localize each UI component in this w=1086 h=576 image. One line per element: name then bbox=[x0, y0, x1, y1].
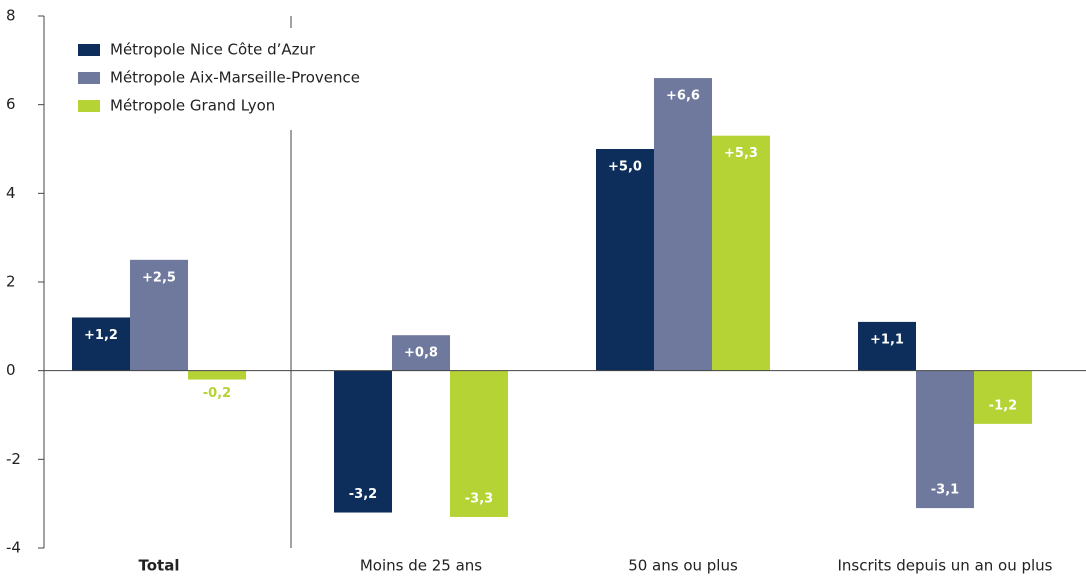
legend-label: Métropole Aix-Marseille-Provence bbox=[110, 69, 360, 87]
bar bbox=[72, 317, 130, 371]
value-label: +5,3 bbox=[724, 146, 758, 161]
value-label: -3,2 bbox=[349, 487, 377, 502]
value-label: +6,6 bbox=[666, 89, 700, 104]
bar bbox=[916, 370, 974, 509]
value-label: -0,2 bbox=[203, 386, 231, 401]
legend-swatch bbox=[78, 100, 100, 112]
bar bbox=[858, 321, 916, 371]
y-tick-label: 6 bbox=[6, 95, 16, 113]
value-label: +1,1 bbox=[870, 332, 904, 347]
value-label: +0,8 bbox=[404, 346, 438, 361]
x-tick-label: Total bbox=[139, 557, 180, 575]
value-label: +5,0 bbox=[608, 160, 642, 175]
y-tick-label: 0 bbox=[6, 361, 16, 379]
value-label: -3,3 bbox=[465, 491, 493, 506]
x-tick-label: 50 ans ou plus bbox=[628, 557, 738, 575]
y-tick-label: 2 bbox=[6, 273, 16, 291]
y-tick-label: -4 bbox=[6, 539, 21, 557]
bar bbox=[392, 335, 450, 371]
y-tick-label: -2 bbox=[6, 450, 21, 468]
legend-label: Métropole Grand Lyon bbox=[110, 97, 275, 115]
legend-box bbox=[62, 28, 410, 130]
x-tick-label: Moins de 25 ans bbox=[360, 557, 482, 575]
bar bbox=[334, 370, 392, 513]
legend-swatch bbox=[78, 44, 100, 56]
bar bbox=[596, 149, 654, 371]
y-tick-label: 4 bbox=[6, 184, 16, 202]
value-label: -3,1 bbox=[931, 483, 959, 498]
bar bbox=[712, 135, 770, 371]
value-label: +2,5 bbox=[142, 270, 176, 285]
y-tick-label: 8 bbox=[6, 7, 16, 25]
bar bbox=[654, 78, 712, 371]
bar bbox=[188, 370, 246, 380]
value-label: -1,2 bbox=[989, 398, 1017, 413]
bar bbox=[450, 370, 508, 517]
bar bbox=[974, 370, 1032, 424]
x-tick-label: Inscrits depuis un an ou plus bbox=[837, 557, 1052, 575]
legend-swatch bbox=[78, 72, 100, 84]
value-label: +1,2 bbox=[84, 328, 118, 343]
bar bbox=[130, 259, 188, 371]
legend-label: Métropole Nice Côte d’Azur bbox=[110, 41, 316, 59]
